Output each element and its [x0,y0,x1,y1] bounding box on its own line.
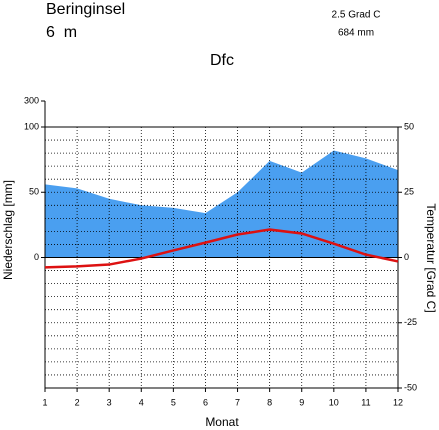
y2-axis-label: Temperatur [Grad C] [424,203,438,312]
x-tick-label: 11 [361,397,370,407]
y2-tick-label: -50 [404,382,417,392]
annual-precipitation: 684 mm [338,28,374,39]
y-tick-label: 100 [24,121,39,131]
y2-tick-label: 25 [404,187,414,197]
x-tick-label: 3 [107,397,112,407]
y2-tick-label: -25 [404,317,417,327]
y-tick-label: 0 [34,252,39,262]
x-tick-label: 4 [139,397,144,407]
x-tick-label: 5 [171,397,176,407]
x-tick-label: 1 [42,397,47,407]
station-name: Beringinsel [46,1,125,18]
x-tick-label: 8 [267,397,272,407]
y-tick-label: 300 [24,95,39,105]
climate-class: Dfc [210,52,234,69]
x-axis-label: Monat [205,415,239,429]
x-tick-label: 6 [203,397,208,407]
x-tick-label: 9 [299,397,304,407]
station-elevation: 6 m [46,24,77,41]
x-tick-label: 10 [329,397,339,407]
x-tick-label: 2 [75,397,80,407]
x-tick-label: 7 [235,397,240,407]
precipitation-area [45,150,398,258]
y2-tick-label: 0 [404,252,409,262]
y-axis-label: Niederschlag [mm] [1,180,15,280]
x-tick-label: 12 [393,397,403,407]
y2-tick-label: 50 [404,121,414,131]
temperature-line [44,228,399,269]
mean-temperature: 2.5 Grad C [332,10,381,21]
y-tick-label: 50 [29,187,39,197]
